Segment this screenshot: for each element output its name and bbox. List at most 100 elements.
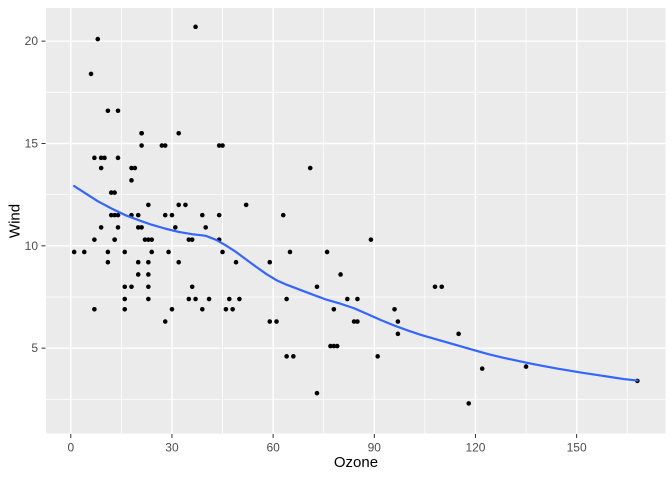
data-point (88, 71, 94, 77)
y-tick-label: 15 (25, 136, 39, 150)
data-point (345, 296, 350, 302)
data-point (314, 390, 320, 396)
data-point (274, 319, 279, 324)
data-point (135, 212, 141, 218)
data-point (186, 296, 192, 302)
data-point (331, 343, 337, 349)
data-point (129, 284, 134, 290)
data-point (186, 237, 192, 242)
data-point (220, 143, 225, 148)
data-point (392, 306, 397, 312)
data-point (146, 237, 151, 242)
data-point (200, 212, 205, 218)
data-point (355, 319, 360, 324)
data-point (216, 212, 222, 218)
data-point (129, 165, 134, 171)
data-point (162, 212, 168, 218)
data-point (95, 36, 101, 42)
data-point (112, 190, 117, 195)
data-point (146, 272, 151, 277)
data-point (173, 225, 178, 230)
data-point (115, 108, 121, 114)
data-point (115, 212, 121, 218)
data-point (105, 108, 111, 114)
data-point (149, 237, 155, 242)
data-point (395, 319, 401, 324)
data-point (98, 155, 104, 161)
data-point (115, 155, 121, 161)
data-point (122, 296, 128, 302)
data-point (146, 259, 151, 265)
data-point (122, 249, 128, 255)
y-tick-label: 20 (25, 34, 39, 48)
y-axis-title: Wind (6, 203, 24, 239)
data-point (284, 296, 289, 302)
data-point (368, 237, 374, 242)
data-point (243, 202, 249, 208)
data-point (432, 284, 438, 290)
data-point (108, 212, 114, 218)
data-point (291, 354, 296, 359)
data-point (92, 306, 97, 312)
data-point (132, 165, 138, 171)
data-point (105, 259, 111, 265)
data-point (108, 190, 114, 195)
x-tick-label: 120 (465, 441, 485, 455)
data-point (216, 143, 222, 148)
data-point (105, 249, 111, 255)
data-point (466, 401, 472, 406)
data-point (139, 225, 144, 230)
data-point (71, 249, 77, 255)
data-point (334, 343, 340, 349)
data-point (92, 237, 97, 242)
data-point (176, 130, 182, 136)
data-point (395, 331, 401, 337)
data-point (129, 178, 134, 183)
data-point (284, 354, 289, 359)
data-point (135, 225, 141, 230)
data-point (233, 259, 239, 265)
data-point (81, 249, 87, 255)
data-point (226, 296, 232, 302)
y-tick-label: 5 (31, 341, 38, 355)
data-point (331, 306, 337, 312)
y-tick-label: 10 (25, 239, 39, 253)
x-tick-label: 90 (368, 441, 382, 455)
data-point (375, 354, 380, 359)
data-point (456, 331, 461, 337)
data-point (324, 249, 330, 255)
x-tick-label: 150 (567, 441, 587, 455)
data-point (169, 306, 175, 312)
data-point (102, 155, 107, 161)
data-point (162, 143, 168, 148)
data-point (135, 259, 141, 265)
panel-background (46, 8, 666, 434)
data-point (280, 212, 286, 218)
data-point (169, 212, 175, 218)
data-point (338, 272, 343, 277)
x-tick-label: 30 (165, 441, 179, 455)
data-point (139, 130, 144, 136)
data-point (523, 364, 529, 369)
data-point (230, 306, 235, 312)
data-point (122, 306, 128, 312)
data-point (142, 237, 148, 242)
x-tick-label: 60 (266, 441, 280, 455)
data-point (351, 319, 357, 324)
data-point (314, 284, 320, 290)
data-point (220, 249, 225, 255)
x-axis-title: Ozone (333, 454, 379, 471)
data-point (135, 272, 141, 277)
data-point (98, 165, 104, 171)
data-point (189, 237, 195, 242)
data-point (122, 284, 128, 290)
data-point (223, 306, 229, 312)
data-point (149, 249, 155, 255)
data-point (98, 225, 104, 230)
data-point (183, 202, 188, 208)
data-point (355, 296, 360, 302)
data-point (206, 296, 212, 302)
data-point (328, 343, 333, 349)
